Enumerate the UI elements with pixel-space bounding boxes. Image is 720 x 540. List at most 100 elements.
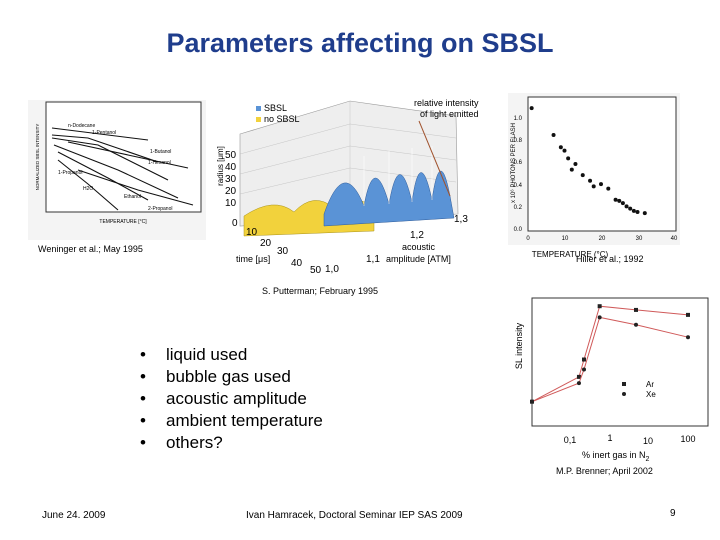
hiller-point-0 xyxy=(529,106,534,111)
weninger-caption: Weninger et al.; May 1995 xyxy=(38,244,143,254)
hiller-point-9 xyxy=(591,184,596,189)
putterman-light-label-2: of light emitted xyxy=(420,109,479,119)
weninger-label-2propanol: 2-Propanol xyxy=(148,206,172,212)
brenner-legend-xe: Xe xyxy=(646,390,656,399)
bullet-text: liquid used xyxy=(166,345,248,364)
hiller-xlabel: TEMPERATURE (°C) xyxy=(531,250,609,259)
putterman-no-sbsl-region xyxy=(323,170,455,227)
brenner-point-ar-5 xyxy=(686,312,690,317)
hiller-caption: Hiller et al.; 1992 xyxy=(576,254,644,264)
brenner-xlabel: % inert gas in N2 xyxy=(582,450,650,462)
bullet-dot: • xyxy=(140,345,146,364)
brenner-point-xe-1 xyxy=(576,381,581,386)
bullet-item: • acoustic amplitude xyxy=(140,388,323,410)
hiller-point-14 xyxy=(620,201,625,206)
hiller-y-tick-1-0: 1.0 xyxy=(514,116,523,122)
putterman-zlabel: radius [μm] xyxy=(216,146,225,186)
hiller-point-13 xyxy=(617,198,622,203)
putterman-amp-tick-1-3: 1,3 xyxy=(454,214,468,225)
putterman-time-tick-20: 20 xyxy=(260,238,272,249)
hiller-point-11 xyxy=(606,186,611,191)
hiller-point-16 xyxy=(628,206,633,211)
putterman-light-label-1: relative intensity xyxy=(414,98,479,108)
hiller-y-tick-0-8: 0.8 xyxy=(514,138,523,144)
footer-date: June 24. 2009 xyxy=(42,510,106,521)
weninger-label-hexanol: 1-Hexanol xyxy=(148,160,171,166)
putterman-time-tick-50: 50 xyxy=(310,265,322,276)
brenner-x-tick-1: 1 xyxy=(607,433,612,443)
putterman-slice-lines xyxy=(363,146,433,206)
bullet-item: • ambient temperature xyxy=(140,410,323,432)
putterman-z-tick-30: 30 xyxy=(225,174,237,185)
brenner-plot-frame xyxy=(531,297,709,427)
putterman-time-tick-10: 10 xyxy=(246,227,258,238)
bullet-dot: • xyxy=(140,411,146,430)
brenner-point-ar-3 xyxy=(597,304,602,309)
brenner-xlabel-sub: 2 xyxy=(646,456,650,462)
putterman-amp-tick-1-1: 1,1 xyxy=(366,254,380,265)
brenner-point-ar-4 xyxy=(634,307,638,312)
weninger-curve-hexanol xyxy=(67,141,189,169)
brenner-point-xe-3 xyxy=(597,315,602,320)
weninger-label-pentanol: 1-Pentanol xyxy=(92,130,116,136)
weninger-ylabel: NORMALIZED SBSL INTENSITY xyxy=(35,124,40,191)
brenner-caption: M.P. Brenner; April 2002 xyxy=(556,466,653,476)
weninger-xlabel: TEMPERATURE [°C] xyxy=(99,219,147,225)
hiller-point-10 xyxy=(599,182,603,187)
bullet-dot: • xyxy=(140,367,146,386)
brenner-x-tick-100: 100 xyxy=(680,434,695,444)
hiller-point-7 xyxy=(580,173,585,178)
weninger-curve-ethanol xyxy=(57,151,149,201)
brenner-series xyxy=(530,304,690,404)
putterman-caption: S. Putterman; February 1995 xyxy=(262,286,379,296)
brenner-line-ar xyxy=(531,305,689,403)
brenner-point-ar-2 xyxy=(582,357,586,362)
weninger-label-dodecane: n-Dodecane xyxy=(68,123,95,129)
weninger-label-propanol: 1-Propanol xyxy=(58,170,82,176)
brenner-xlabel-main: % inert gas in N xyxy=(582,450,646,460)
weninger-curve-pentanol xyxy=(51,134,159,163)
hiller-ylabel: x 10⁶ PHOTONS PER FLASH xyxy=(510,123,517,203)
putterman-z-tick-50: 50 xyxy=(225,150,237,161)
slide-title: Parameters affecting on SBSL xyxy=(166,28,554,58)
brenner-ylabel: SL intensity xyxy=(514,322,524,369)
putterman-legend-nosbsl-swatch xyxy=(256,117,261,122)
bullet-text: bubble gas used xyxy=(166,367,291,386)
weninger-curve-propanol xyxy=(53,144,179,199)
brenner-chart: SL intensity 0,1 1 10 100 % inert gas in… xyxy=(514,297,709,462)
hiller-point-8 xyxy=(588,178,593,183)
bullet-dot: • xyxy=(140,389,146,408)
weninger-plot-frame xyxy=(45,101,202,213)
putterman-figure: SBSL no SBSL relative intensity of light… xyxy=(216,98,479,276)
hiller-point-6 xyxy=(573,162,578,166)
putterman-z-tick-0: 0 xyxy=(232,218,238,229)
hiller-point-4 xyxy=(566,156,571,161)
hiller-point-17 xyxy=(631,208,636,213)
putterman-legend-nosbsl: no SBSL xyxy=(264,114,300,124)
brenner-legend-xe-marker xyxy=(622,392,626,396)
putterman-time-label: time [μs] xyxy=(236,254,270,264)
hiller-x-tick-40: 40 xyxy=(671,236,678,242)
brenner-point-xe-2 xyxy=(582,367,586,372)
hiller-y-tick-0-6: 0.6 xyxy=(514,160,523,166)
hiller-point-19 xyxy=(642,211,647,216)
brenner-x-tick-0-1: 0,1 xyxy=(564,435,577,445)
brenner-legend-ar-marker xyxy=(622,382,626,386)
putterman-amp-label-2: amplitude [ATM] xyxy=(386,254,451,264)
weninger-curve-2propanol xyxy=(77,169,194,206)
hiller-y-tick-0-4: 0.4 xyxy=(514,183,523,189)
putterman-time-tick-40: 40 xyxy=(291,258,303,269)
weninger-figure: n-Dodecane 1-Pentanol 1-Butanol 1-Hexano… xyxy=(28,100,206,240)
putterman-z-tick-40: 40 xyxy=(225,162,237,173)
hiller-y-tick-0-2: 0.2 xyxy=(514,205,523,211)
bullet-item: • liquid used xyxy=(140,344,323,366)
putterman-amp-tick-1-2: 1,2 xyxy=(410,230,424,241)
putterman-light-curve xyxy=(418,120,451,197)
brenner-line-xe xyxy=(531,316,689,403)
weninger-curve-dodecane xyxy=(51,127,149,141)
weninger-curve-butanol xyxy=(51,137,169,181)
hiller-x-tick-30: 30 xyxy=(636,236,643,242)
weninger-curve-water xyxy=(57,159,119,211)
hiller-chart: x 10⁶ PHOTONS PER FLASH 1.0 0.8 0.6 0.4 … xyxy=(508,93,680,245)
hiller-x-tick-0: 0 xyxy=(526,236,530,242)
